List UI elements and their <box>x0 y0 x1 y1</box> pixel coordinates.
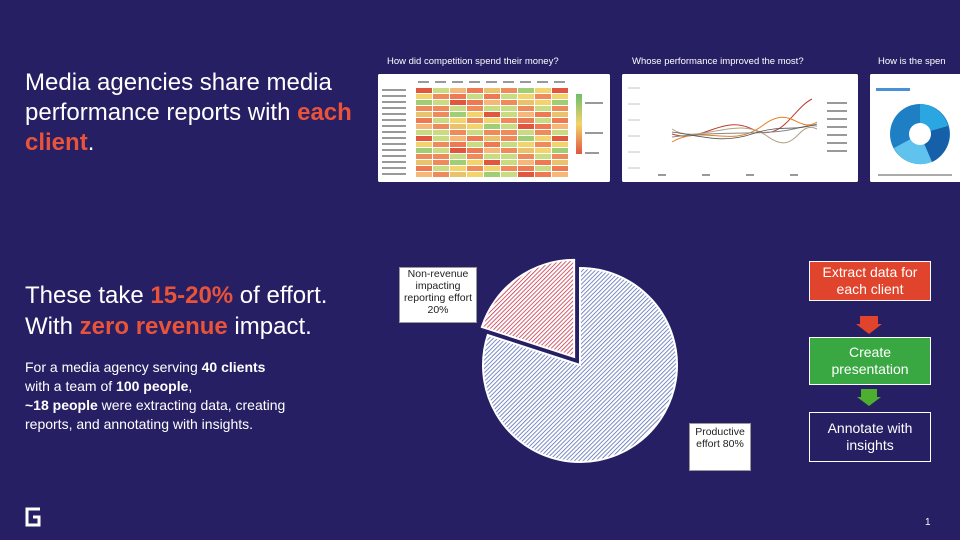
step-annotate-insights: Annotate with insights <box>809 412 931 462</box>
slide-headline: Media agencies share media performance r… <box>25 68 355 158</box>
pie-label-non-revenue: Non-revenue impacting reporting effort 2… <box>399 267 477 323</box>
arrow-down-green-head-icon <box>857 397 881 406</box>
sub-text: of effort. <box>233 282 328 309</box>
headline-text: Media agencies share media performance r… <box>25 69 332 126</box>
company-logo-icon <box>25 507 41 527</box>
agency-example-paragraph: For a media agency serving 40 clients wi… <box>25 358 335 434</box>
headline-period: . <box>87 129 95 156</box>
line-chart-thumbnail <box>622 74 858 182</box>
thumb-title-spend: How is the spen <box>878 56 946 67</box>
headline-highlight: each client <box>25 99 352 156</box>
sub-text: These take <box>25 282 151 309</box>
step-create-presentation: Create presentation <box>809 337 931 385</box>
pie-slice-non-revenue <box>480 258 576 359</box>
effort-statement: These take 15-20% of effort. With zero r… <box>25 280 385 342</box>
heatmap-image <box>378 74 610 182</box>
sub-text: impact. <box>227 313 312 340</box>
donut-chart-image <box>870 74 960 182</box>
thumb-title-performance: Whose performance improved the most? <box>632 56 804 67</box>
arrow-down-red-head-icon <box>856 324 882 334</box>
line-chart-image <box>622 74 858 182</box>
pie-slice-productive <box>482 266 678 463</box>
zero-revenue-highlight: zero revenue <box>79 313 228 340</box>
effort-pie-chart <box>480 258 678 463</box>
people-count: 100 people <box>116 378 189 394</box>
para-text: , <box>188 378 193 394</box>
thumb-title-competition: How did competition spend their money? <box>387 56 559 67</box>
sub-text: With <box>25 313 80 340</box>
para-text: with a team of <box>25 378 117 394</box>
pie-label-productive: Productive effort 80% <box>689 423 751 471</box>
para-text: For a media agency serving <box>25 359 202 375</box>
arrow-down-green-icon <box>861 389 877 397</box>
effort-percent: 15-20% <box>150 282 234 309</box>
para-text: were extracting data, creating reports, … <box>25 397 286 432</box>
page-number: 1 <box>925 517 931 528</box>
step-extract-data: Extract data for each client <box>809 261 931 301</box>
heatmap-thumbnail <box>378 74 610 182</box>
donut-chart-thumbnail <box>870 74 960 182</box>
arrow-down-red-icon <box>860 316 878 324</box>
reporting-people-count: ~18 people <box>25 397 98 413</box>
clients-count: 40 clients <box>201 359 266 375</box>
